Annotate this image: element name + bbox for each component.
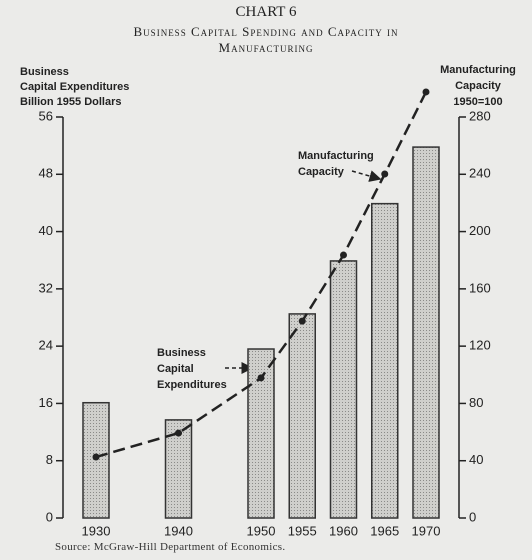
annotation: Capacity [298, 166, 345, 178]
y2-tick-label: 280 [469, 108, 491, 123]
source: Source: McGraw-Hill Department of Econom… [55, 541, 286, 553]
y-tick-label: 8 [46, 452, 53, 467]
point [298, 317, 306, 325]
y-tick-label: 48 [39, 166, 53, 181]
point [381, 170, 389, 178]
annotation: Expenditures [157, 379, 227, 391]
x-tick-label: 1970 [412, 523, 441, 538]
point [175, 429, 182, 437]
x-tick-label: 1965 [370, 523, 399, 538]
y2-axis-label: Manufacturing [440, 64, 516, 76]
point [340, 251, 347, 259]
y2-tick-label: 160 [469, 280, 491, 295]
annotation: Capital [157, 363, 194, 375]
bar [371, 202, 399, 519]
y2-tick-label: 80 [469, 395, 483, 410]
bar [288, 313, 316, 519]
x-tick-label: 1930 [82, 523, 111, 538]
y2-tick-label: 0 [469, 509, 476, 524]
bar [329, 260, 358, 519]
y2-tick-label: 200 [469, 223, 491, 238]
y-axis-label: Capital Expenditures [20, 81, 129, 93]
y2-axis-label: Capacity [455, 80, 502, 92]
y-axis-label: Billion 1955 Dollars [20, 96, 121, 108]
y2-tick-label: 40 [469, 452, 483, 467]
chart-number: CHART 6 [235, 4, 297, 20]
point [257, 374, 265, 382]
annotation: Manufacturing [298, 150, 374, 162]
x-tick-label: 1955 [288, 523, 317, 538]
annotation: Business [157, 347, 206, 359]
bar [412, 146, 440, 519]
y-tick-label: 24 [39, 338, 53, 353]
y2-axis-label: 1950=100 [453, 96, 502, 108]
annotation-arrow [351, 170, 382, 182]
y-tick-label: 56 [39, 108, 53, 123]
point [422, 88, 430, 96]
y2-tick-label: 120 [469, 338, 491, 353]
chart: 0 8 16 24 32 40 48 56 0 40 80 120 160 200 240 280 Busine… [20, 64, 516, 539]
x-tick-label: 1960 [329, 523, 358, 538]
chart-title: Business Capital Spending and Capacity i… [133, 24, 399, 55]
y-tick-label: 16 [39, 395, 53, 410]
y2-tick-label: 240 [469, 166, 491, 181]
y-tick-label: 40 [39, 223, 53, 238]
y-axis-label: Business [20, 66, 69, 78]
point [92, 453, 100, 461]
bar [247, 348, 275, 519]
x-tick-label: 1940 [164, 523, 193, 538]
y-tick-label: 0 [46, 509, 53, 524]
y-tick-label: 32 [39, 280, 53, 295]
x-tick-label: 1950 [247, 523, 276, 538]
